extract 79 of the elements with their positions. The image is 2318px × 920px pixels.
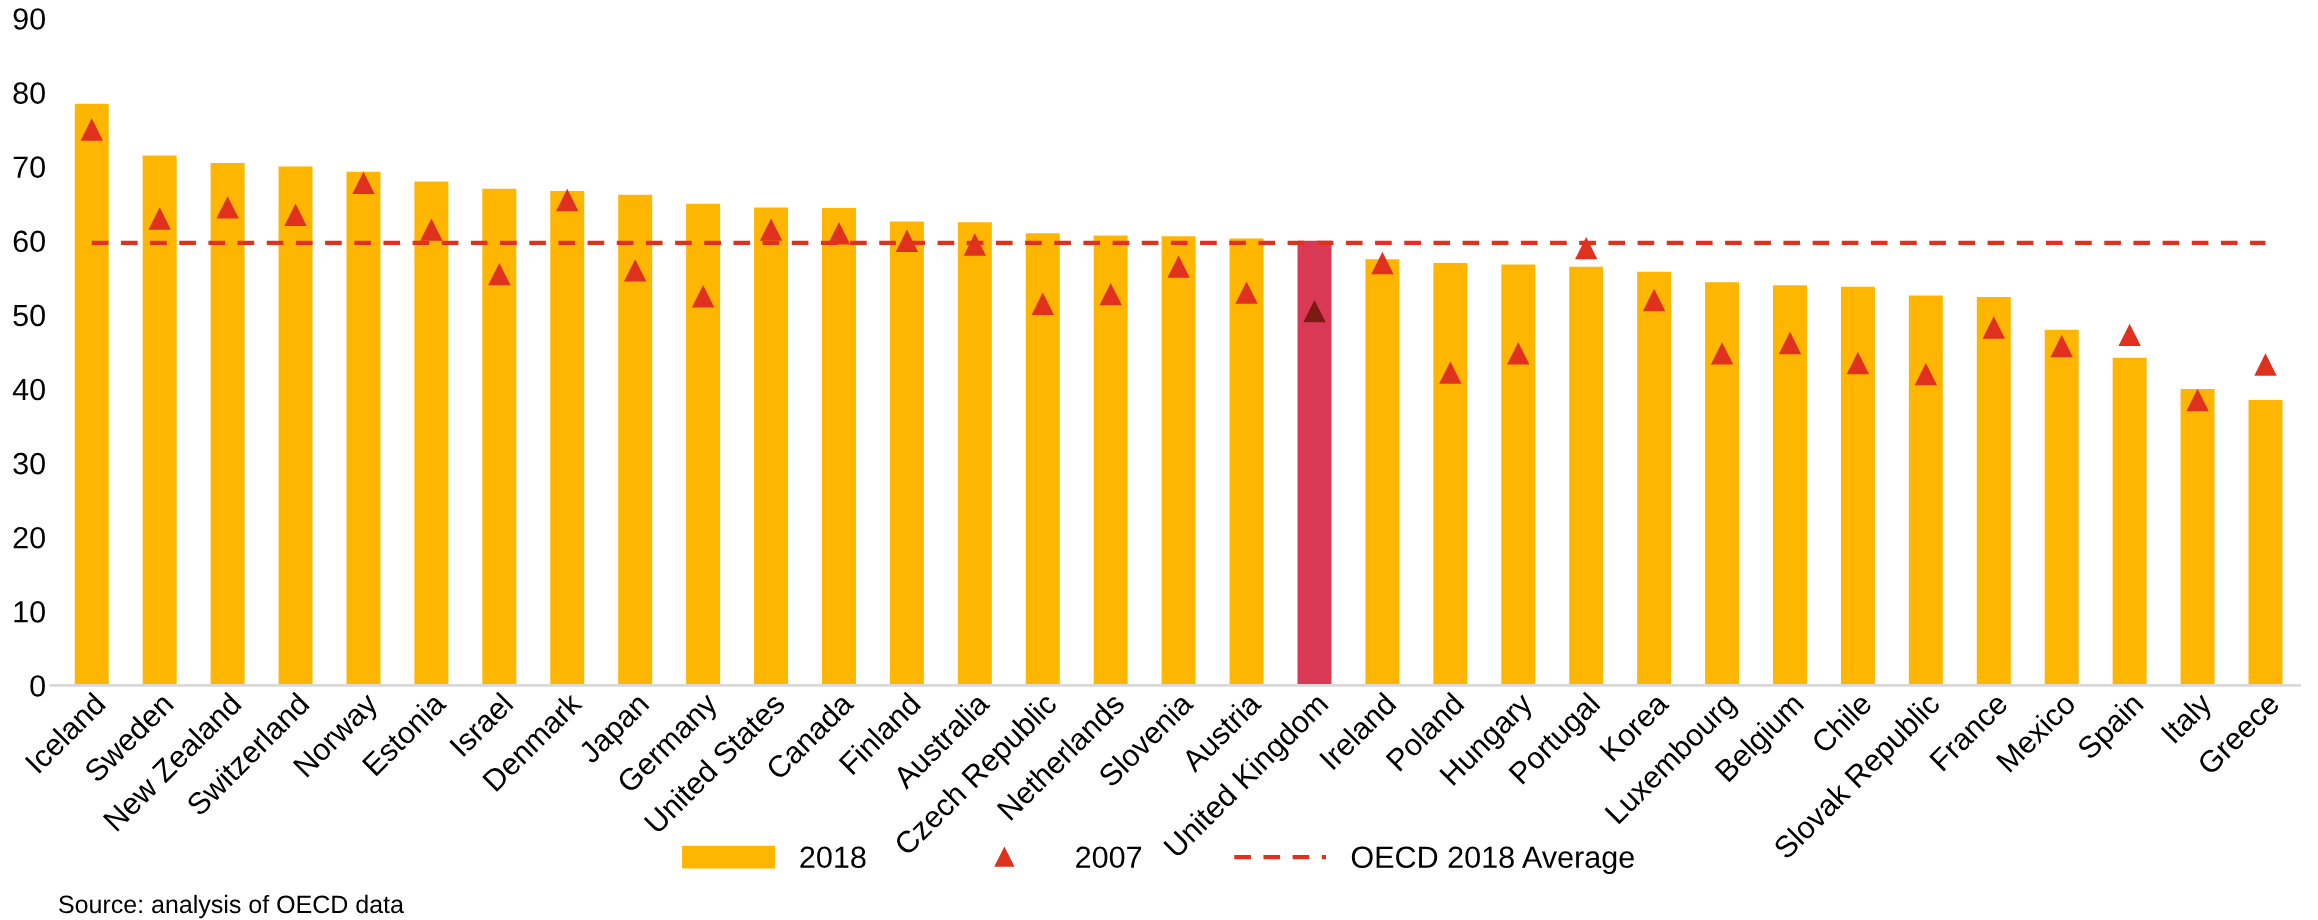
point (2118, 323, 2141, 347)
point (691, 285, 715, 308)
point (1099, 282, 1122, 306)
bar (1093, 235, 1128, 686)
point (827, 222, 851, 245)
bar (346, 171, 381, 686)
bar (1501, 264, 1536, 686)
bar (889, 221, 924, 686)
y-tick-label: 20 (13, 526, 45, 549)
y-tick-label: 40 (12, 378, 45, 401)
point (1710, 342, 1734, 365)
y-tick-label: 10 (14, 601, 45, 623)
point (1031, 292, 1054, 315)
point (895, 229, 919, 252)
bar (142, 155, 177, 686)
point (1846, 351, 1870, 375)
bar (618, 194, 653, 686)
point (1642, 288, 1666, 312)
bar (1365, 259, 1400, 686)
source-note: Source: analysis of OECD data (59, 894, 404, 919)
point (2186, 388, 2209, 412)
bar (210, 162, 245, 686)
bar (414, 181, 449, 686)
bar (686, 203, 721, 686)
bar (482, 188, 517, 686)
legend-label: 2018 (800, 846, 866, 869)
point (216, 196, 239, 219)
bar (1705, 282, 1740, 686)
bar (74, 103, 109, 686)
bar (2248, 400, 2283, 686)
legend-label: 2007 (1076, 846, 1142, 869)
bar (1433, 262, 1468, 686)
point (148, 207, 171, 230)
bar (2180, 388, 2215, 686)
bar (1297, 240, 1332, 686)
point (2254, 353, 2277, 376)
bar (1161, 236, 1196, 686)
bar (1976, 297, 2011, 686)
point (1439, 361, 1462, 384)
point (284, 203, 307, 226)
y-tick-label: 30 (13, 452, 45, 475)
point (623, 259, 647, 282)
y-tick-label: 70 (13, 156, 45, 178)
bar (754, 207, 789, 686)
point (420, 218, 443, 241)
y-tick-label: 50 (13, 304, 45, 327)
point (1778, 331, 1802, 355)
point (1914, 362, 1938, 386)
bar (1229, 238, 1264, 686)
point (963, 233, 987, 256)
point (1575, 236, 1598, 260)
y-tick-label: 90 (13, 8, 45, 30)
bar (1569, 266, 1604, 686)
point (2050, 334, 2073, 358)
bar (1840, 286, 1875, 686)
point (1167, 255, 1190, 278)
point (352, 171, 375, 195)
bar (278, 166, 313, 686)
bar (957, 222, 992, 686)
bar (821, 208, 856, 686)
legend-label: OECD 2018 Average (1351, 846, 1634, 875)
point (556, 188, 579, 212)
point (488, 262, 511, 286)
y-tick-label: 60 (13, 230, 45, 253)
point (1507, 342, 1530, 365)
bar (1637, 271, 1672, 686)
bar (2044, 329, 2079, 686)
bar (1773, 285, 1807, 686)
y-tick-label: 80 (13, 82, 45, 104)
bar (550, 191, 585, 686)
bar (2112, 357, 2147, 686)
point (1371, 251, 1394, 275)
bar (1908, 295, 1943, 686)
point (759, 218, 783, 241)
point (1235, 281, 1258, 304)
point (1303, 299, 1326, 323)
point (1982, 316, 2005, 339)
bar (1025, 233, 1060, 686)
point (80, 118, 103, 141)
